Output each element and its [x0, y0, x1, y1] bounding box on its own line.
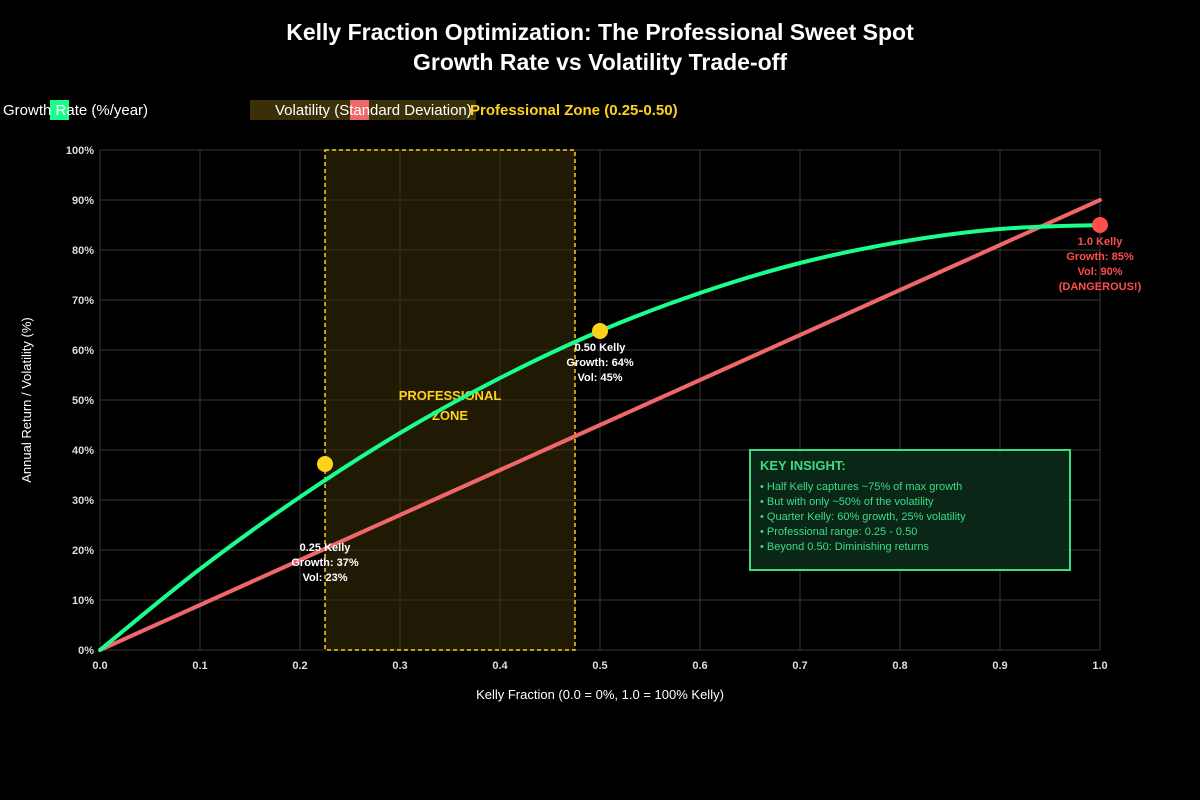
y-tick-label: 30% — [72, 495, 94, 507]
kelly-point-annotation: Growth: 85% — [1066, 251, 1133, 263]
y-axis-label: Annual Return / Volatility (%) — [19, 317, 34, 482]
legend-volatility-label[interactable]: Volatility (Standard Deviation) — [275, 102, 472, 119]
y-tick-label: 80% — [72, 245, 94, 257]
legend-zone-label[interactable]: Professional Zone (0.25-0.50) — [470, 102, 678, 119]
y-tick-label: 20% — [72, 545, 94, 557]
chart-title-line-1: Kelly Fraction Optimization: The Profess… — [286, 19, 914, 45]
x-tick-label: 0.4 — [492, 660, 508, 672]
volatility-line — [98, 198, 1102, 652]
key-insight-line: • Beyond 0.50: Diminishing returns — [760, 541, 929, 553]
y-tick-label: 10% — [72, 595, 94, 607]
x-tick-label: 0.1 — [192, 660, 207, 672]
legend-volatility-swatch — [350, 100, 369, 120]
professional-zone-band — [324, 149, 576, 651]
kelly-marker-point — [1092, 217, 1108, 233]
legend-growth-swatch — [50, 100, 69, 120]
legend: Growth Rate (%/year) Volatility (Standar… — [3, 100, 678, 120]
x-tick-label: 0.0 — [92, 660, 107, 672]
x-axis-label: Kelly Fraction (0.0 = 0%, 1.0 = 100% Kel… — [476, 687, 724, 702]
y-tick-label: 70% — [72, 295, 94, 307]
x-tick-label: 1.0 — [1092, 660, 1107, 672]
y-tick-label: 90% — [72, 195, 94, 207]
key-insight-box — [749, 449, 1071, 571]
kelly-point-annotation: 0.25 Kelly — [300, 542, 352, 554]
plot-area: 0.0 0.1 0.2 0.3 0.4 0.5 0.6 0.7 0.8 0.9 1.0 0% 10% 20… — [66, 145, 1142, 672]
key-insight-line: • Half Kelly captures ~75% of max growth — [760, 481, 962, 493]
x-tick-label: 0.8 — [892, 660, 907, 672]
professional-zone-label: PROFESSIONAL — [399, 388, 502, 403]
key-insight-title: KEY INSIGHT: — [760, 458, 846, 473]
kelly-marker-point — [317, 456, 333, 472]
x-tick-label: 0.5 — [592, 660, 607, 672]
kelly-marker-point — [592, 323, 608, 339]
legend-growth-label[interactable]: Growth Rate (%/year) — [3, 102, 148, 119]
key-insight-line: • But with only ~50% of the volatility — [760, 496, 934, 508]
kelly-point-annotation: 0.50 Kelly — [575, 342, 627, 354]
x-tick-label: 0.3 — [392, 660, 407, 672]
kelly-point-annotation: 1.0 Kelly — [1078, 236, 1124, 248]
key-insight-line: • Quarter Kelly: 60% growth, 25% volatil… — [760, 511, 966, 523]
kelly-point-annotation: Vol: 23% — [302, 572, 347, 584]
x-tick-label: 0.7 — [792, 660, 807, 672]
x-tick-label: 0.6 — [692, 660, 707, 672]
professional-zone-label: ZONE — [432, 408, 468, 423]
kelly-point-annotation: (DANGEROUS!) — [1059, 281, 1142, 293]
y-tick-label: 60% — [72, 345, 94, 357]
y-tick-label: 50% — [72, 395, 94, 407]
y-tick-label: 100% — [66, 145, 94, 157]
kelly-point-annotation: Vol: 45% — [577, 372, 622, 384]
kelly-point-annotation: Growth: 64% — [566, 357, 633, 369]
y-tick-label: 40% — [72, 445, 94, 457]
kelly-point-annotation: Vol: 90% — [1077, 266, 1122, 278]
x-tick-label: 0.9 — [992, 660, 1007, 672]
key-insight-line: • Professional range: 0.25 - 0.50 — [760, 526, 917, 538]
x-tick-label: 0.2 — [292, 660, 307, 672]
y-tick-label: 0% — [78, 645, 94, 657]
chart-title-line-2: Growth Rate vs Volatility Trade-off — [413, 49, 787, 75]
kelly-point-annotation: Growth: 37% — [291, 557, 358, 569]
